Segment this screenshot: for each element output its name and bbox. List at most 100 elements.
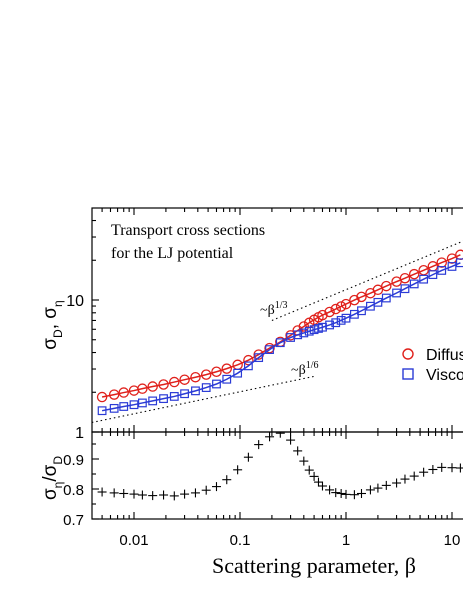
point-ratio-16 xyxy=(265,432,275,442)
top-ylabel: σD, ση xyxy=(40,300,65,349)
point-viscosity-4 xyxy=(137,398,147,408)
slope-label-one-sixth: ~β1/6 xyxy=(291,360,318,378)
point-viscosity-26 xyxy=(331,318,341,328)
point-diffusion-1 xyxy=(108,389,120,400)
point-diffusion-8 xyxy=(179,374,190,385)
point-diffusion-32 xyxy=(372,284,384,296)
point-diffusion-35 xyxy=(399,272,411,284)
point-ratio-10 xyxy=(201,485,211,495)
point-diffusion-37 xyxy=(418,265,429,276)
point-viscosity-35 xyxy=(400,284,410,294)
point-viscosity-0 xyxy=(97,406,107,416)
point-diffusion-10 xyxy=(200,369,212,380)
point-viscosity-2 xyxy=(119,402,129,411)
bottom-y-tick-label: 0.7 xyxy=(63,512,84,529)
legend-label-diffusion: Diffusion xyxy=(426,347,463,364)
point-viscosity-16 xyxy=(265,345,274,354)
point-diffusion-33 xyxy=(381,280,392,292)
point-diffusion-16 xyxy=(264,342,275,354)
point-viscosity-5 xyxy=(148,396,158,406)
legend: Diffusion Viscosity xyxy=(402,347,463,384)
point-ratio-2 xyxy=(119,489,129,498)
bottom-y-tick-label: 0.9 xyxy=(63,452,84,469)
point-ratio-38 xyxy=(428,465,438,474)
x-tick-label: 10 xyxy=(444,532,461,549)
point-ratio-15 xyxy=(254,440,264,450)
point-ratio-1 xyxy=(109,488,119,498)
x-axis-label: Scattering parameter, β xyxy=(212,553,416,578)
point-ratio-36 xyxy=(409,471,419,481)
point-viscosity-12 xyxy=(222,374,232,384)
point-diffusion-4 xyxy=(137,383,148,394)
point-ratio-0 xyxy=(97,487,107,497)
line-diffusion xyxy=(101,254,461,398)
point-ratio-19 xyxy=(293,446,303,456)
point-ratio-31 xyxy=(365,485,375,495)
point-diffusion-7 xyxy=(169,376,180,388)
point-viscosity-11 xyxy=(212,379,221,389)
point-diffusion-30 xyxy=(356,291,367,303)
point-viscosity-30 xyxy=(357,306,366,316)
point-ratio-25 xyxy=(325,485,335,495)
point-ratio-6 xyxy=(159,490,169,500)
point-ratio-28 xyxy=(341,489,351,499)
point-viscosity-19 xyxy=(293,330,303,340)
point-diffusion-12 xyxy=(221,363,233,374)
point-viscosity-39 xyxy=(437,266,447,275)
point-ratio-18 xyxy=(286,435,296,445)
point-ratio-8 xyxy=(180,489,190,499)
point-diffusion-0 xyxy=(96,391,108,403)
point-viscosity-14 xyxy=(243,361,253,371)
point-viscosity-40 xyxy=(447,262,457,271)
point-ratio-39 xyxy=(437,462,447,472)
x-tick-label: 0.1 xyxy=(230,532,251,549)
bottom-panel: ση/σD Scattering parameter, β xyxy=(40,431,463,578)
point-viscosity-32 xyxy=(373,297,383,307)
point-diffusion-6 xyxy=(158,379,169,390)
point-ratio-26 xyxy=(331,488,341,498)
point-diffusion-38 xyxy=(427,261,439,272)
point-diffusion-14 xyxy=(243,354,254,366)
point-diffusion-5 xyxy=(147,381,158,392)
point-diffusion-28 xyxy=(340,298,352,310)
point-ratio-20 xyxy=(299,456,309,466)
point-ratio-32 xyxy=(373,483,383,493)
point-diffusion-13 xyxy=(232,359,243,371)
point-ratio-9 xyxy=(190,488,200,498)
x-tick-label: 1 xyxy=(342,532,350,549)
point-ratio-24 xyxy=(317,481,327,491)
point-diffusion-20 xyxy=(298,321,310,332)
point-viscosity-33 xyxy=(381,293,391,303)
line-viscosity xyxy=(101,262,461,412)
point-viscosity-34 xyxy=(392,288,401,298)
point-ratio-22 xyxy=(309,471,319,481)
point-diffusion-24 xyxy=(317,309,328,321)
point-viscosity-21 xyxy=(304,326,314,336)
point-diffusion-25 xyxy=(324,306,335,318)
point-diffusion-9 xyxy=(190,371,201,383)
point-viscosity-17 xyxy=(275,338,285,348)
point-viscosity-10 xyxy=(201,383,211,392)
point-ratio-5 xyxy=(148,491,158,501)
point-viscosity-13 xyxy=(233,368,243,378)
point-viscosity-38 xyxy=(428,270,438,280)
point-diffusion-39 xyxy=(436,257,447,268)
point-viscosity-28 xyxy=(341,313,351,323)
point-viscosity-27 xyxy=(336,315,346,325)
legend-marker-diffusion xyxy=(402,348,414,360)
x-tick-label: 0.01 xyxy=(119,532,148,549)
point-viscosity-15 xyxy=(254,353,264,363)
point-diffusion-11 xyxy=(211,366,222,378)
point-ratio-27 xyxy=(336,489,346,498)
point-viscosity-37 xyxy=(419,274,429,284)
point-viscosity-8 xyxy=(180,389,189,399)
point-ratio-7 xyxy=(169,491,179,501)
point-diffusion-29 xyxy=(349,294,360,306)
point-ratio-40 xyxy=(447,463,457,473)
bottom-y-tick-label: 0.8 xyxy=(63,482,84,499)
point-viscosity-36 xyxy=(409,279,419,289)
point-ratio-11 xyxy=(211,482,221,492)
bottom-series-layer xyxy=(97,432,463,501)
point-ratio-33 xyxy=(381,480,391,490)
